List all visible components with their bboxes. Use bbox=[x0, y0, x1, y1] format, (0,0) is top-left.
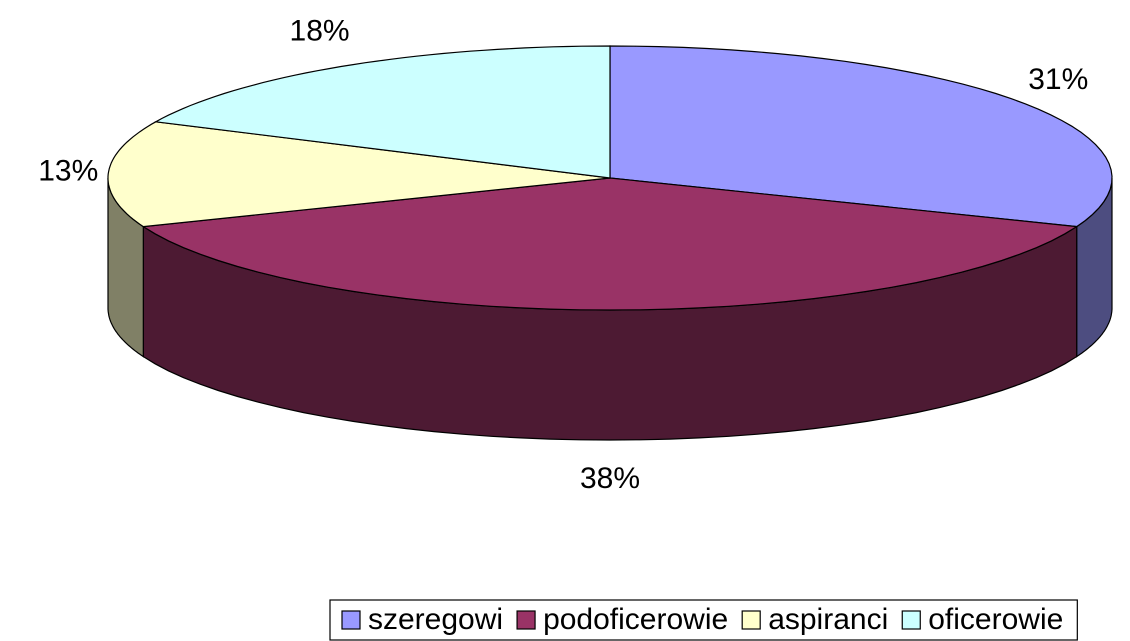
slice bbox=[107, 121, 611, 228]
legend-label: szeregowi bbox=[368, 603, 503, 636]
legend-label: aspiranci bbox=[768, 603, 888, 636]
slice bbox=[153, 45, 611, 179]
legend-label: oficerowie bbox=[928, 603, 1063, 636]
legend bbox=[329, 599, 1078, 641]
data-label: 38% bbox=[580, 462, 640, 495]
slice bbox=[609, 45, 1113, 228]
legend-label: podoficerowie bbox=[543, 603, 728, 636]
data-label: 31% bbox=[1028, 63, 1088, 96]
data-label: 18% bbox=[290, 15, 350, 48]
legend-marker bbox=[901, 610, 921, 630]
slice bbox=[141, 177, 1079, 311]
legend-marker bbox=[516, 610, 536, 630]
data-label: 13% bbox=[38, 155, 98, 188]
legend-marker bbox=[341, 610, 361, 630]
legend-marker bbox=[741, 610, 761, 630]
